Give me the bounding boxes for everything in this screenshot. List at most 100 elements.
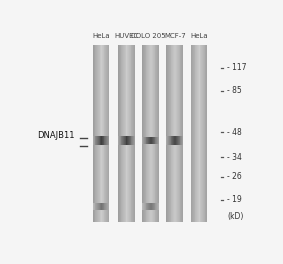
Bar — [107, 45, 108, 222]
Bar — [175, 45, 176, 222]
Bar — [120, 136, 121, 145]
Bar — [99, 45, 100, 222]
Bar — [202, 45, 203, 222]
Bar — [173, 45, 174, 222]
Bar — [144, 136, 145, 144]
Bar — [102, 136, 103, 144]
Bar — [103, 45, 104, 222]
Bar — [190, 45, 191, 222]
Bar — [118, 45, 119, 222]
Bar — [105, 45, 106, 222]
Bar — [174, 45, 175, 222]
Bar — [94, 45, 95, 222]
Bar — [148, 45, 149, 222]
Bar — [149, 203, 150, 210]
Bar — [100, 136, 101, 144]
Bar — [143, 203, 144, 210]
Bar — [146, 45, 147, 222]
Bar — [106, 203, 107, 210]
Bar — [153, 136, 154, 144]
Bar — [197, 45, 198, 222]
Bar — [108, 45, 109, 222]
Bar — [150, 45, 151, 222]
Bar — [158, 45, 159, 222]
Bar — [94, 136, 95, 144]
Bar — [178, 45, 179, 222]
Bar — [171, 45, 172, 222]
Bar — [105, 203, 106, 210]
Bar — [102, 203, 103, 210]
Bar — [96, 45, 97, 222]
Bar — [174, 136, 175, 145]
Bar — [175, 136, 176, 145]
Bar — [94, 203, 95, 210]
Bar — [171, 136, 172, 145]
Bar — [133, 136, 134, 145]
Bar — [103, 136, 104, 144]
Text: HeLa: HeLa — [190, 34, 208, 39]
Bar — [122, 136, 123, 145]
Bar — [158, 203, 159, 210]
Bar — [166, 45, 167, 222]
Bar — [132, 45, 133, 222]
Bar — [149, 45, 150, 222]
Bar — [156, 136, 157, 144]
Bar — [155, 136, 156, 144]
Bar — [204, 45, 205, 222]
Bar — [97, 45, 98, 222]
Bar — [178, 136, 179, 145]
Bar — [181, 136, 182, 145]
Bar — [93, 136, 94, 144]
Bar — [128, 136, 129, 145]
Bar — [101, 136, 102, 144]
Bar — [173, 136, 174, 145]
Bar — [177, 45, 178, 222]
Bar — [95, 136, 96, 144]
Bar — [143, 45, 144, 222]
Bar — [108, 136, 109, 144]
Bar — [126, 136, 127, 145]
Bar — [100, 203, 101, 210]
Bar — [152, 136, 153, 144]
Bar — [109, 45, 110, 222]
Bar — [130, 45, 131, 222]
Bar — [152, 203, 153, 210]
Bar — [144, 45, 145, 222]
Bar — [147, 203, 148, 210]
Bar — [109, 203, 110, 210]
Bar — [107, 136, 108, 144]
Bar — [151, 136, 152, 144]
Bar — [148, 203, 149, 210]
Bar — [101, 45, 102, 222]
Bar — [158, 136, 159, 144]
Bar — [99, 136, 100, 144]
Bar — [155, 45, 156, 222]
Bar — [153, 45, 154, 222]
Text: - 19: - 19 — [227, 195, 242, 204]
Bar — [123, 136, 124, 145]
Bar — [123, 45, 124, 222]
Bar — [106, 45, 107, 222]
Bar — [170, 136, 171, 145]
Bar — [97, 203, 98, 210]
Bar — [182, 136, 183, 145]
Bar — [154, 45, 155, 222]
Bar — [108, 203, 109, 210]
Bar — [134, 136, 135, 145]
Bar — [145, 45, 146, 222]
Bar — [142, 45, 143, 222]
Text: HUVEC: HUVEC — [114, 34, 138, 39]
Bar — [145, 203, 146, 210]
Bar — [170, 45, 171, 222]
Text: MCF-7: MCF-7 — [165, 34, 186, 39]
Bar — [142, 203, 143, 210]
Bar — [149, 136, 150, 144]
Bar — [180, 45, 181, 222]
Bar — [152, 45, 153, 222]
Bar — [131, 45, 132, 222]
Bar — [144, 203, 145, 210]
Bar — [156, 45, 157, 222]
Bar — [93, 45, 94, 222]
Bar — [121, 45, 122, 222]
Bar — [148, 136, 149, 144]
